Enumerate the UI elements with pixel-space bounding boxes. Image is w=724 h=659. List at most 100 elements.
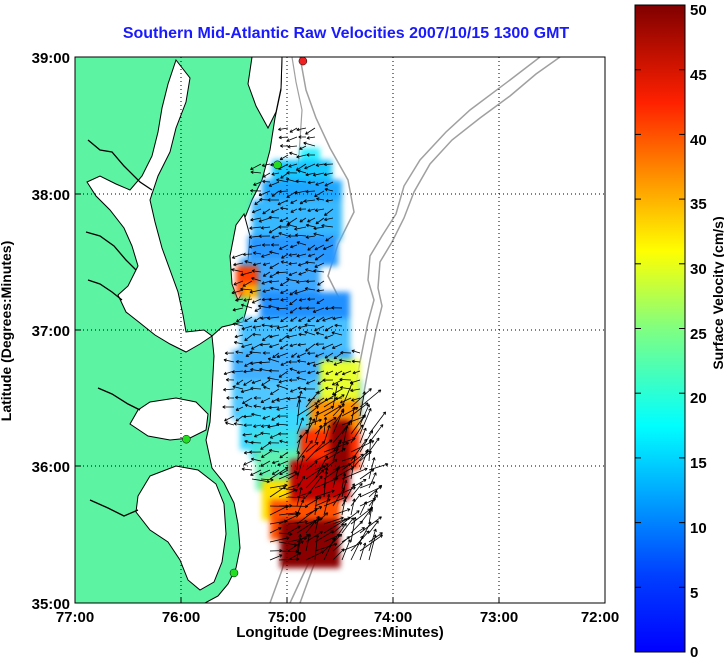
velocity-arrow <box>288 271 298 277</box>
velocity-arrow <box>341 539 351 561</box>
velocity-arrow <box>287 540 304 552</box>
velocity-arrow <box>279 217 289 223</box>
velocity-arrow <box>303 141 316 147</box>
velocity-arrow <box>307 180 316 185</box>
velocity-arrow <box>351 349 361 354</box>
velocity-arrow <box>332 508 351 516</box>
xtick-label-4: 73:00 <box>480 609 518 626</box>
velocity-arrow <box>314 455 328 480</box>
velocity-arrow <box>297 325 307 330</box>
velocity-arrow <box>231 268 244 273</box>
velocity-arrow <box>307 370 316 375</box>
velocity-arrow <box>323 458 338 471</box>
colorbar-tick-8: 40 <box>690 132 707 149</box>
velocity-arrow <box>272 352 280 359</box>
velocity-arrow <box>289 307 298 314</box>
velocity-arrow <box>323 405 342 417</box>
velocity-arrow <box>307 253 316 258</box>
velocity-arrow <box>278 470 298 480</box>
velocity-arrow <box>276 422 289 427</box>
velocity-arrow <box>304 330 316 336</box>
river-york <box>87 279 123 301</box>
velocity-arrow <box>314 410 320 426</box>
velocity-arrow <box>298 316 307 322</box>
velocity-arrow <box>278 379 289 384</box>
velocity-arrow <box>316 397 325 403</box>
velocity-arrow <box>259 342 271 347</box>
velocity-arrow <box>341 510 360 525</box>
velocity-arrow <box>305 127 316 135</box>
velocity-arrow <box>296 440 313 462</box>
velocity-arrow <box>368 438 373 462</box>
velocity-arrow <box>243 298 253 302</box>
velocity-arrow <box>275 270 289 275</box>
velocity-arrow <box>314 516 320 534</box>
velocity-arrow <box>235 415 244 422</box>
velocity-arrow <box>294 226 307 231</box>
ytick-label-3: 38:00 <box>32 187 70 204</box>
velocity-arrow <box>235 350 244 354</box>
velocity-arrow <box>235 298 244 302</box>
velocity-arrow <box>305 530 323 543</box>
velocity-arrow <box>314 244 325 251</box>
velocity-arrow <box>298 306 307 310</box>
velocity-arrow <box>296 241 307 246</box>
velocity-arrow <box>287 144 298 149</box>
velocity-arrow <box>279 343 289 350</box>
radar-station-marker <box>273 160 282 170</box>
velocity-arrow <box>287 525 301 534</box>
velocity-arrow <box>258 217 271 223</box>
velocity-arrow <box>262 351 271 355</box>
velocity-arrow <box>290 352 298 358</box>
ytick-label-4: 39:00 <box>32 50 70 67</box>
velocity-arrow <box>236 379 244 385</box>
velocity-arrow <box>296 417 304 435</box>
velocity-arrow <box>313 269 325 273</box>
velocity-arrow <box>269 343 280 349</box>
velocity-arrow <box>276 384 289 390</box>
velocity-arrow <box>294 190 307 195</box>
velocity-arrow <box>244 361 253 367</box>
velocity-arrow <box>244 334 253 342</box>
velocity-arrow <box>305 391 319 408</box>
velocity-arrow <box>261 379 271 386</box>
velocity-arrow <box>331 306 343 310</box>
velocity-arrow <box>271 460 280 465</box>
velocity-arrow <box>325 199 334 203</box>
velocity-arrow <box>251 277 262 282</box>
velocity-arrow <box>350 482 363 498</box>
velocity-arrow <box>260 424 271 428</box>
velocity-field <box>232 148 362 568</box>
velocity-arrow <box>268 368 280 373</box>
velocity-arrow <box>290 199 298 204</box>
velocity-arrow <box>325 370 334 375</box>
velocity-arrow <box>294 233 307 237</box>
velocity-arrow <box>235 359 244 364</box>
velocity-arrow <box>313 232 325 237</box>
velocity-arrow <box>321 343 334 350</box>
velocity-arrow <box>341 473 347 489</box>
velocity-arrow <box>305 550 325 561</box>
velocity-arrow <box>268 279 280 284</box>
velocity-arrow <box>270 286 280 291</box>
river-neuse <box>89 499 139 517</box>
velocity-arrow <box>285 177 298 183</box>
velocity-arrow <box>233 262 244 267</box>
velocity-arrow <box>312 361 325 367</box>
velocity-arrow <box>296 434 303 453</box>
velocity-arrow <box>261 297 271 302</box>
velocity-arrow <box>315 181 325 186</box>
velocity-arrow <box>350 498 356 516</box>
velocity-arrow <box>267 376 280 381</box>
velocity-arrow <box>332 536 350 552</box>
delaware-bay <box>247 57 283 130</box>
velocity-arrow <box>323 162 334 167</box>
velocity-arrow <box>262 179 271 184</box>
velocity-arrow <box>332 403 345 417</box>
velocity-arrow <box>296 390 303 408</box>
velocity-arrow <box>368 472 377 489</box>
velocity-arrow <box>303 199 316 203</box>
velocity-arrow <box>350 406 356 426</box>
velocity-arrow <box>287 495 306 500</box>
velocity-arrow <box>257 304 271 309</box>
